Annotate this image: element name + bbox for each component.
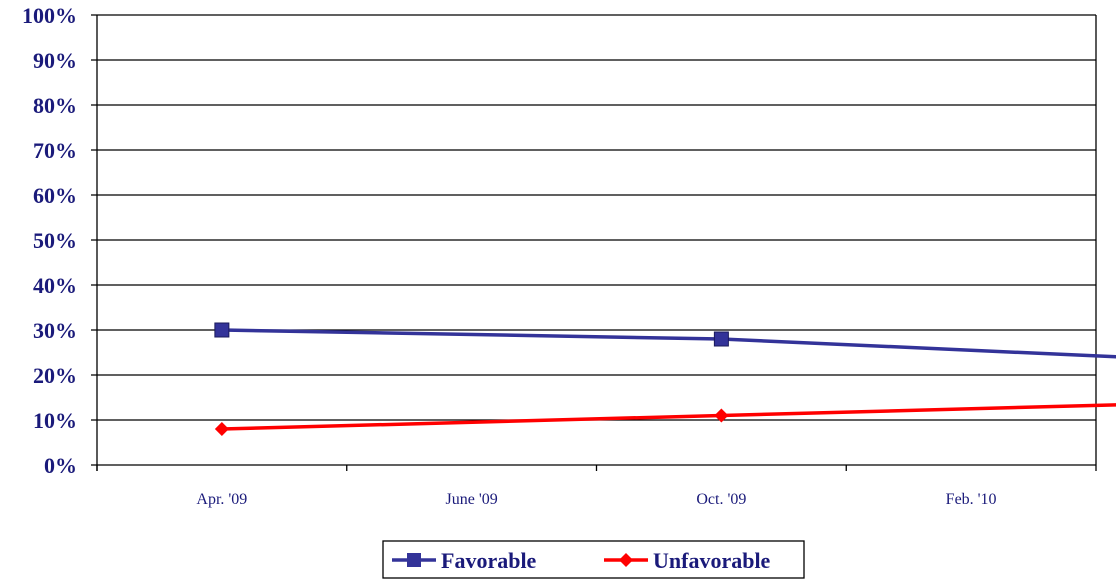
series-line	[221, 403, 1116, 431]
series-unfavorable	[214, 403, 1116, 436]
x-tick-labels: Apr. '09 June '09 Oct. '09 Feb. '10	[196, 491, 996, 508]
y-tick-label: 90%	[33, 48, 77, 73]
y-tick-label: 60%	[33, 183, 77, 208]
y-tick-label: 50%	[33, 228, 77, 253]
y-tick-label: 40%	[33, 273, 77, 298]
x-tick-label: Oct. '09	[696, 491, 746, 508]
x-tick-label: June '09	[446, 491, 498, 508]
legend-box	[382, 540, 805, 579]
legend-marker	[619, 553, 633, 567]
x-tick-label: Feb. '10	[946, 491, 997, 508]
data-point	[713, 331, 729, 347]
y-tick-label: 80%	[33, 93, 77, 118]
series-group	[214, 322, 1116, 436]
legend-item-unfavorable: Unfavorable	[604, 548, 771, 573]
y-tick-label: 10%	[33, 408, 77, 433]
y-tick-label: 20%	[33, 363, 77, 388]
y-tick-label: 30%	[33, 318, 77, 343]
series-line	[221, 328, 1116, 359]
legend-label: Unfavorable	[653, 548, 771, 573]
series-favorable	[214, 322, 1116, 359]
legend-item-favorable: Favorable	[392, 548, 537, 573]
y-tick-labels: 0% 10% 20% 30% 40% 50% 60% 70% 80% 90% 100%	[22, 3, 77, 478]
y-tick-label: 70%	[33, 138, 77, 163]
legend-label: Favorable	[441, 548, 537, 573]
x-tick-label: Apr. '09	[196, 491, 247, 508]
legend: Favorable Unfavorable	[382, 540, 805, 579]
gridlines	[91, 14, 1097, 471]
y-tick-label: 100%	[22, 3, 77, 28]
legend-marker	[407, 553, 421, 567]
data-point	[714, 408, 729, 423]
data-point	[214, 322, 230, 338]
data-point	[214, 422, 229, 436]
y-tick-label: 0%	[44, 453, 77, 478]
